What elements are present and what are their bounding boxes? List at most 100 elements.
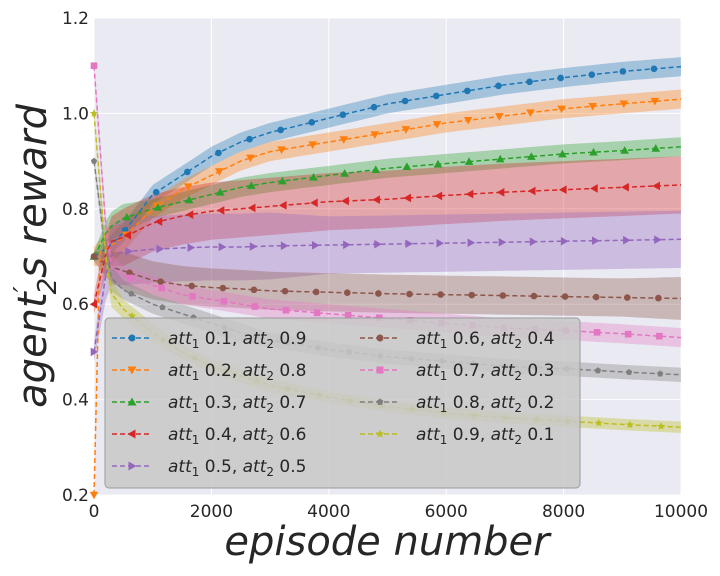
data-point xyxy=(247,181,256,189)
legend: att1 0.1, att2 0.9 att1 0.2, att2 0.8 att1… xyxy=(104,317,581,489)
data-point xyxy=(654,235,662,245)
data-point xyxy=(370,131,380,139)
series-line xyxy=(93,146,682,257)
legend-marker xyxy=(127,397,137,406)
data-point xyxy=(157,278,164,285)
y-tick-label: 0.4 xyxy=(62,391,89,411)
error-band xyxy=(94,89,681,266)
data-point xyxy=(219,284,227,292)
data-point xyxy=(344,312,352,319)
data-point xyxy=(308,141,317,149)
data-point xyxy=(495,113,504,121)
data-point xyxy=(156,244,165,254)
data-point xyxy=(250,286,258,294)
data-point xyxy=(529,237,538,247)
data-point xyxy=(246,154,255,163)
data-point xyxy=(560,236,569,246)
data-point xyxy=(185,210,194,219)
data-point xyxy=(370,103,378,111)
series-line xyxy=(93,65,682,258)
data-point xyxy=(313,309,321,317)
legend-marker xyxy=(376,398,384,405)
series-line xyxy=(93,184,682,305)
data-point xyxy=(468,291,476,299)
data-point xyxy=(620,146,629,154)
data-point xyxy=(90,347,99,357)
data-point xyxy=(594,367,602,374)
data-point xyxy=(650,97,660,106)
series-line xyxy=(93,255,682,300)
data-point xyxy=(433,159,443,168)
tick-labels: 0 2000 4000 6000 8000 10000 0.2 0.4 0.6 0.8 1.0 1.2 xyxy=(62,9,708,522)
data-point xyxy=(278,176,287,185)
data-point xyxy=(154,217,163,226)
data-point xyxy=(436,238,445,248)
data-point xyxy=(526,109,535,117)
data-point xyxy=(126,269,133,277)
data-point xyxy=(467,238,476,248)
data-point xyxy=(496,188,505,197)
legend-item: att1 0.1, att2 0.9 xyxy=(112,329,306,351)
legend-item: att1 0.3, att2 0.7 xyxy=(112,393,306,415)
y-axis-label: agent′2s reward xyxy=(9,104,63,408)
legend-marker xyxy=(128,461,137,471)
data-point xyxy=(434,191,443,201)
series-markers xyxy=(90,253,662,302)
data-point xyxy=(498,237,507,247)
series-line xyxy=(93,98,682,496)
data-point xyxy=(590,184,598,193)
error-band xyxy=(94,156,681,314)
legend-marker xyxy=(128,334,136,342)
data-point xyxy=(246,135,253,143)
legend-label: att1 0.4, att2 0.6 xyxy=(168,425,306,447)
data-point xyxy=(527,186,536,196)
y-tick-label: 0.6 xyxy=(62,295,89,315)
series-markers xyxy=(89,97,660,500)
data-point xyxy=(183,183,193,192)
data-point xyxy=(619,68,627,75)
data-point xyxy=(526,78,533,86)
legend-marker xyxy=(375,429,385,438)
data-point xyxy=(495,154,505,163)
data-point xyxy=(187,243,196,252)
data-point xyxy=(619,100,629,109)
data-point xyxy=(309,172,318,181)
legend-item: att1 0.8, att2 0.2 xyxy=(360,393,554,415)
y-axis-label-rest: s reward xyxy=(10,104,56,278)
x-axis-label: episode number xyxy=(224,519,552,565)
y-axis-label-base: agent xyxy=(10,291,56,408)
data-point xyxy=(189,293,196,300)
data-point xyxy=(401,126,411,134)
data-point xyxy=(159,304,166,311)
x-tick-label: 10000 xyxy=(654,502,708,522)
y-tick-label: 0.8 xyxy=(62,200,89,220)
y-tick-label: 0.2 xyxy=(62,486,89,506)
data-point xyxy=(247,203,256,213)
legend-item: att1 0.2, att2 0.8 xyxy=(112,361,306,383)
data-point xyxy=(656,421,666,430)
legend-label: att1 0.5, att2 0.5 xyxy=(168,457,306,479)
data-point xyxy=(340,169,349,177)
data-point xyxy=(152,188,160,196)
data-point xyxy=(215,168,224,176)
data-point xyxy=(158,284,165,292)
legend-label: att1 0.1, att2 0.9 xyxy=(168,329,306,351)
data-point xyxy=(339,111,347,119)
data-point xyxy=(122,212,132,221)
y-axis-label-sub: 2 xyxy=(33,278,63,295)
data-point xyxy=(375,290,382,297)
data-point xyxy=(495,82,502,90)
data-point xyxy=(464,87,471,95)
data-point xyxy=(592,293,600,301)
data-point xyxy=(652,181,660,191)
data-point xyxy=(218,242,227,252)
data-point xyxy=(282,306,290,314)
data-point xyxy=(593,329,601,336)
y-axis-label-prime: ′ xyxy=(9,286,39,292)
data-point xyxy=(464,157,474,165)
error-band xyxy=(94,57,681,262)
data-point xyxy=(559,185,567,195)
data-point xyxy=(557,105,566,114)
data-point xyxy=(125,247,133,256)
